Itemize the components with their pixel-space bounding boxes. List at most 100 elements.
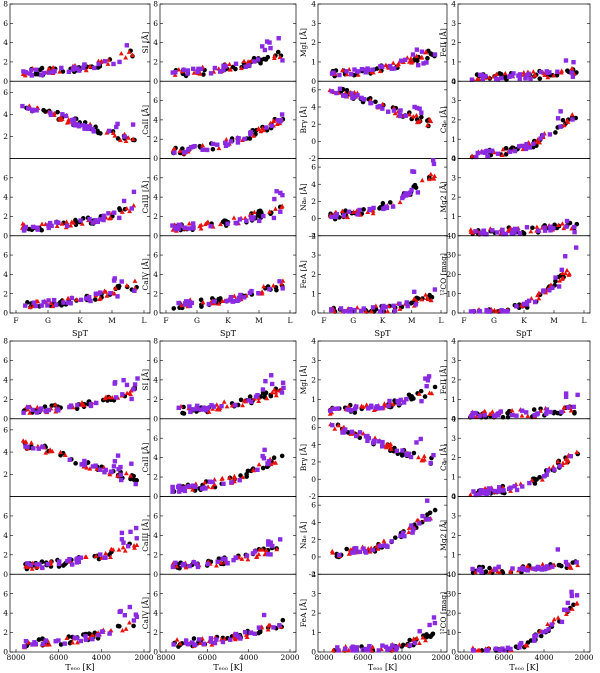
data-point-group-2 bbox=[174, 563, 180, 569]
data-point-group-3 bbox=[329, 71, 335, 76]
data-point-group-2 bbox=[569, 226, 575, 231]
panel-b1-c0-r3: 0246Fe23 [Å] bbox=[3, 573, 151, 657]
y-tick-label: 1 bbox=[311, 58, 316, 67]
data-point-group-2 bbox=[238, 65, 244, 71]
data-point-group-3 bbox=[395, 398, 400, 404]
data-point-group-3 bbox=[129, 396, 134, 402]
data-point-group-2 bbox=[525, 563, 530, 568]
data-point-group-3 bbox=[507, 74, 512, 79]
data-point-group-3 bbox=[563, 559, 569, 565]
data-point-group-2 bbox=[414, 112, 419, 118]
y-axis-label: CaII [Å] bbox=[141, 443, 150, 473]
y-tick-label: 0 bbox=[451, 309, 456, 318]
y-axis-label: Mg2 [Å] bbox=[439, 182, 448, 213]
data-point-group-3 bbox=[256, 625, 262, 630]
y-tick-label: 2 bbox=[153, 395, 158, 404]
data-point-group-3 bbox=[277, 279, 282, 284]
data-point-group-3 bbox=[25, 561, 30, 566]
data-point-group-3 bbox=[101, 213, 106, 219]
data-point-group-2 bbox=[112, 133, 118, 138]
data-point-group-3 bbox=[125, 543, 131, 549]
data-point-group-3 bbox=[516, 73, 521, 78]
y-tick-label: 4 bbox=[153, 375, 158, 384]
y-tick-label: 0 bbox=[153, 77, 158, 86]
data-point-group-1 bbox=[261, 56, 267, 62]
data-point-group-3 bbox=[172, 150, 177, 155]
data-point-group-3 bbox=[225, 221, 230, 226]
data-point-group-3 bbox=[350, 648, 356, 653]
data-point-group-2 bbox=[35, 298, 41, 304]
y-tick-label: 0 bbox=[311, 475, 316, 484]
data-point-group-2 bbox=[564, 267, 570, 273]
data-point-group-2 bbox=[75, 639, 80, 645]
y-tick-label: 2 bbox=[3, 58, 8, 67]
y-tick-label: 0 bbox=[153, 154, 158, 163]
data-point-group-2 bbox=[223, 137, 229, 142]
data-point-group-3 bbox=[480, 150, 485, 155]
data-point-group-3 bbox=[511, 71, 516, 76]
data-point-group-3 bbox=[354, 648, 359, 653]
data-point-group-3 bbox=[29, 72, 35, 78]
data-point-group-3 bbox=[354, 645, 360, 650]
y-tick-label: 2 bbox=[3, 289, 8, 298]
data-point-group-3 bbox=[547, 288, 552, 293]
y-axis-label: FeII [Å] bbox=[439, 365, 448, 394]
data-point-group-3 bbox=[505, 645, 511, 651]
data-point-group-2 bbox=[186, 221, 192, 226]
data-point-group-3 bbox=[73, 123, 78, 128]
data-point-group-3 bbox=[519, 640, 524, 646]
data-point-group-3 bbox=[31, 300, 36, 305]
data-point-group-3 bbox=[490, 228, 495, 233]
data-point-group-3 bbox=[78, 218, 83, 223]
data-point-group-2 bbox=[59, 221, 65, 226]
data-point-group-3 bbox=[496, 411, 501, 416]
data-point-group-3 bbox=[574, 560, 579, 565]
x-tick-label: 8000 bbox=[6, 653, 25, 662]
y-tick-label: 0 bbox=[3, 309, 8, 318]
data-point-group-3 bbox=[402, 533, 407, 539]
data-point-group-3 bbox=[124, 43, 130, 48]
data-point-group-3 bbox=[32, 640, 37, 645]
data-point-group-3 bbox=[111, 278, 117, 283]
data-point-group-3 bbox=[509, 412, 515, 418]
data-point-group-3 bbox=[477, 72, 483, 78]
data-point-group-3 bbox=[548, 409, 553, 415]
data-point-group-3 bbox=[525, 568, 530, 573]
data-point-group-1 bbox=[280, 617, 286, 623]
data-point-group-3 bbox=[570, 117, 575, 122]
data-point-group-2 bbox=[500, 152, 505, 157]
data-point-group-3 bbox=[170, 70, 175, 75]
data-point-group-3 bbox=[574, 593, 580, 598]
data-point-group-2 bbox=[351, 209, 356, 214]
data-point-group-3 bbox=[30, 107, 35, 112]
data-point-group-1 bbox=[513, 644, 519, 649]
data-point-group-3 bbox=[419, 398, 424, 404]
data-point-group-3 bbox=[392, 66, 397, 71]
data-point-group-2 bbox=[66, 117, 72, 122]
data-point-group-3 bbox=[391, 108, 397, 113]
y-axis-label: ¹²CO [mag] bbox=[439, 592, 448, 635]
y-axis-label: Naₑ [Å] bbox=[299, 522, 308, 550]
data-point-group-2 bbox=[431, 176, 437, 181]
data-point-group-3 bbox=[338, 306, 344, 311]
x-tick-label: 4000 bbox=[534, 653, 553, 662]
data-point-group-2 bbox=[123, 470, 129, 476]
data-point-group-1 bbox=[503, 151, 509, 157]
y-axis-label: Caₑ [Å] bbox=[439, 444, 448, 471]
data-point-group-2 bbox=[64, 219, 69, 224]
data-point-group-2 bbox=[126, 49, 132, 54]
data-point-group-3 bbox=[112, 459, 118, 464]
data-point-group-2 bbox=[560, 270, 565, 276]
y-tick-label: 2 bbox=[3, 132, 8, 141]
data-point-group-2 bbox=[120, 544, 126, 550]
data-point-group-3 bbox=[177, 483, 182, 489]
data-point-group-3 bbox=[410, 52, 416, 57]
data-point-group-3 bbox=[366, 67, 371, 73]
data-point-group-1 bbox=[422, 394, 428, 399]
data-point-group-2 bbox=[113, 285, 118, 291]
y-tick-label: 40 bbox=[446, 231, 456, 240]
y-tick-label: 4 bbox=[153, 38, 158, 47]
data-point-group-3 bbox=[544, 472, 549, 477]
data-point-group-3 bbox=[67, 556, 72, 562]
